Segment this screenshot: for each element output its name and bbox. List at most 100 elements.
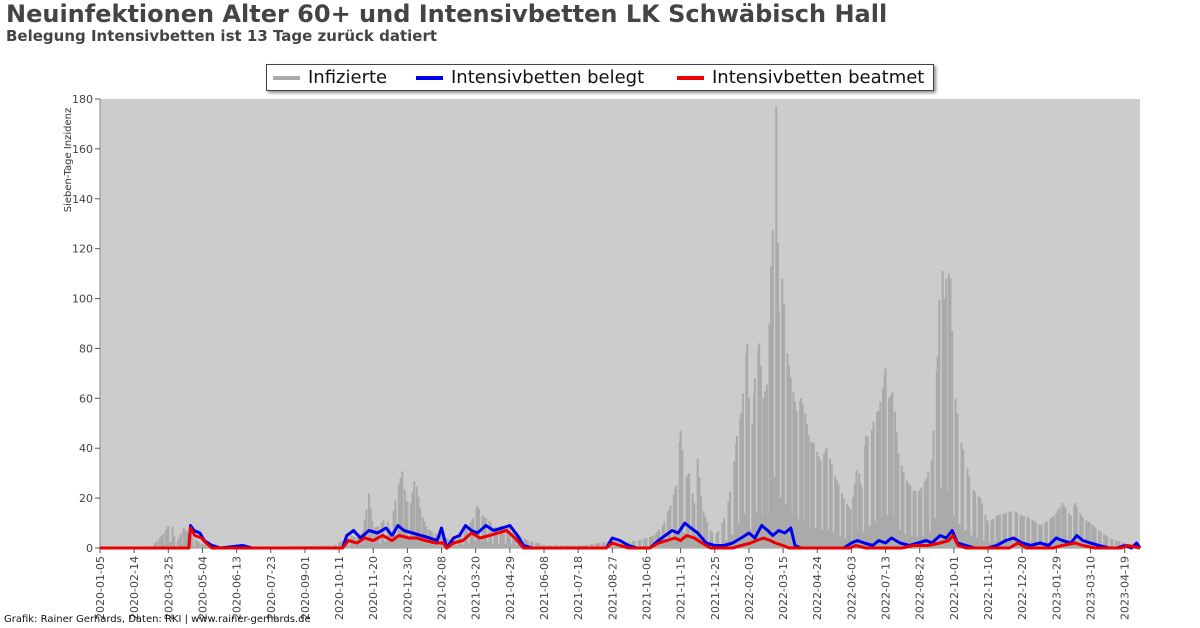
bar-infizierte (525, 539, 528, 548)
bar-infizierte (800, 398, 803, 548)
bar-infizierte (207, 546, 210, 548)
bar-infizierte (735, 435, 738, 548)
bar-infizierte (510, 544, 513, 548)
bar-infizierte (909, 485, 912, 548)
bar-infizierte (775, 106, 778, 548)
bar-infizierte (367, 493, 370, 548)
bar-infizierte (1089, 543, 1092, 548)
bar-infizierte (795, 410, 798, 548)
x-tick-label: 2022-06-03 (845, 556, 858, 620)
bar-infizierte (812, 443, 815, 548)
bar-infizierte (858, 473, 861, 548)
bar-infizierte (998, 514, 1001, 548)
bar-infizierte (819, 460, 822, 548)
bar-infizierte (1057, 510, 1060, 548)
bar-infizierte (960, 442, 963, 548)
bar-infizierte (420, 541, 423, 548)
bar-infizierte (537, 543, 540, 548)
bar-infizierte (805, 424, 808, 548)
bar-infizierte (1044, 522, 1047, 548)
bar-infizierte (162, 534, 165, 548)
bar-infizierte (694, 534, 697, 548)
bar-infizierte (180, 533, 183, 548)
bar-infizierte (823, 453, 826, 548)
bar-infizierte (905, 480, 908, 548)
bar-infizierte (794, 401, 797, 548)
bar-infizierte (715, 533, 718, 548)
bar-infizierte (408, 538, 411, 548)
bar-infizierte (409, 503, 412, 548)
bar-infizierte (413, 481, 416, 548)
bar-infizierte (479, 540, 482, 548)
bar-infizierte (1004, 513, 1007, 548)
bar-infizierte (1086, 521, 1089, 548)
x-tick-label: 2020-10-11 (333, 556, 346, 620)
bar-infizierte (733, 461, 736, 548)
y-tick-label: 140 (72, 193, 93, 206)
bar-infizierte (792, 392, 795, 548)
bar-infizierte (1116, 540, 1119, 548)
bar-infizierte (1104, 535, 1107, 548)
bar-infizierte (816, 451, 819, 548)
bar-infizierte (499, 526, 502, 548)
bar-infizierte (417, 497, 420, 548)
bar-infizierte (396, 536, 399, 548)
bar-infizierte (194, 539, 197, 548)
bar-infizierte (596, 543, 599, 548)
bar-infizierte (1106, 536, 1109, 548)
bar-infizierte (711, 532, 714, 548)
bar-infizierte (476, 505, 479, 548)
bar-infizierte (951, 330, 954, 548)
bar-infizierte (853, 483, 856, 548)
bar-infizierte (860, 488, 863, 548)
bar-infizierte (531, 541, 534, 548)
chart-footer: Grafik: Rainer Gerhards, Daten: RKI | ww… (4, 614, 311, 625)
x-tick-label: 2021-08-27 (606, 556, 619, 620)
legend-swatch-beatmet (677, 75, 704, 80)
bar-infizierte (893, 411, 896, 548)
bar-infizierte (198, 542, 201, 548)
bar-infizierte (884, 368, 887, 548)
bar-infizierte (1074, 503, 1077, 548)
legend-swatch-belegt (416, 75, 443, 80)
bar-infizierte (797, 519, 800, 548)
bar-infizierte (740, 413, 743, 548)
bar-infizierte (484, 518, 487, 548)
bar-infizierte (1006, 540, 1009, 548)
bar-infizierte (1103, 534, 1106, 548)
bar-infizierte (672, 494, 675, 548)
bar-infizierte (717, 531, 720, 548)
bar-infizierte (765, 384, 768, 548)
bar-infizierte (467, 543, 470, 548)
y-tick-label: 40 (79, 442, 93, 455)
x-tick-label: 2020-12-30 (401, 556, 414, 620)
bar-infizierte (962, 450, 965, 548)
bar-infizierte (169, 542, 172, 548)
bar-infizierte (881, 388, 884, 548)
bar-infizierte (930, 460, 933, 548)
bar-infizierte (988, 542, 991, 548)
bar-infizierte (788, 365, 791, 548)
y-tick-label: 120 (72, 243, 93, 256)
bar-infizierte (764, 391, 767, 548)
bar-infizierte (966, 468, 969, 548)
bar-infizierte (830, 464, 833, 548)
bar-infizierte (683, 534, 686, 548)
bar-infizierte (1026, 517, 1029, 548)
bar-infizierte (964, 530, 967, 548)
bar-infizierte (693, 503, 696, 548)
bar-infizierte (402, 532, 405, 548)
bar-infizierte (1039, 525, 1042, 548)
legend-label-beatmet: Intensivbetten beatmet (712, 67, 925, 88)
bar-infizierte (473, 541, 476, 548)
bar-infizierte (671, 538, 674, 548)
bar-infizierte (869, 526, 872, 548)
bar-infizierte (538, 543, 541, 548)
bar-infizierte (1033, 520, 1036, 548)
bar-infizierte (872, 421, 875, 548)
bar-infizierte (523, 538, 526, 548)
bar-infizierte (841, 493, 844, 548)
bar-infizierte (204, 545, 207, 548)
bar-infizierte (1000, 541, 1003, 548)
bar-infizierte (709, 530, 712, 548)
